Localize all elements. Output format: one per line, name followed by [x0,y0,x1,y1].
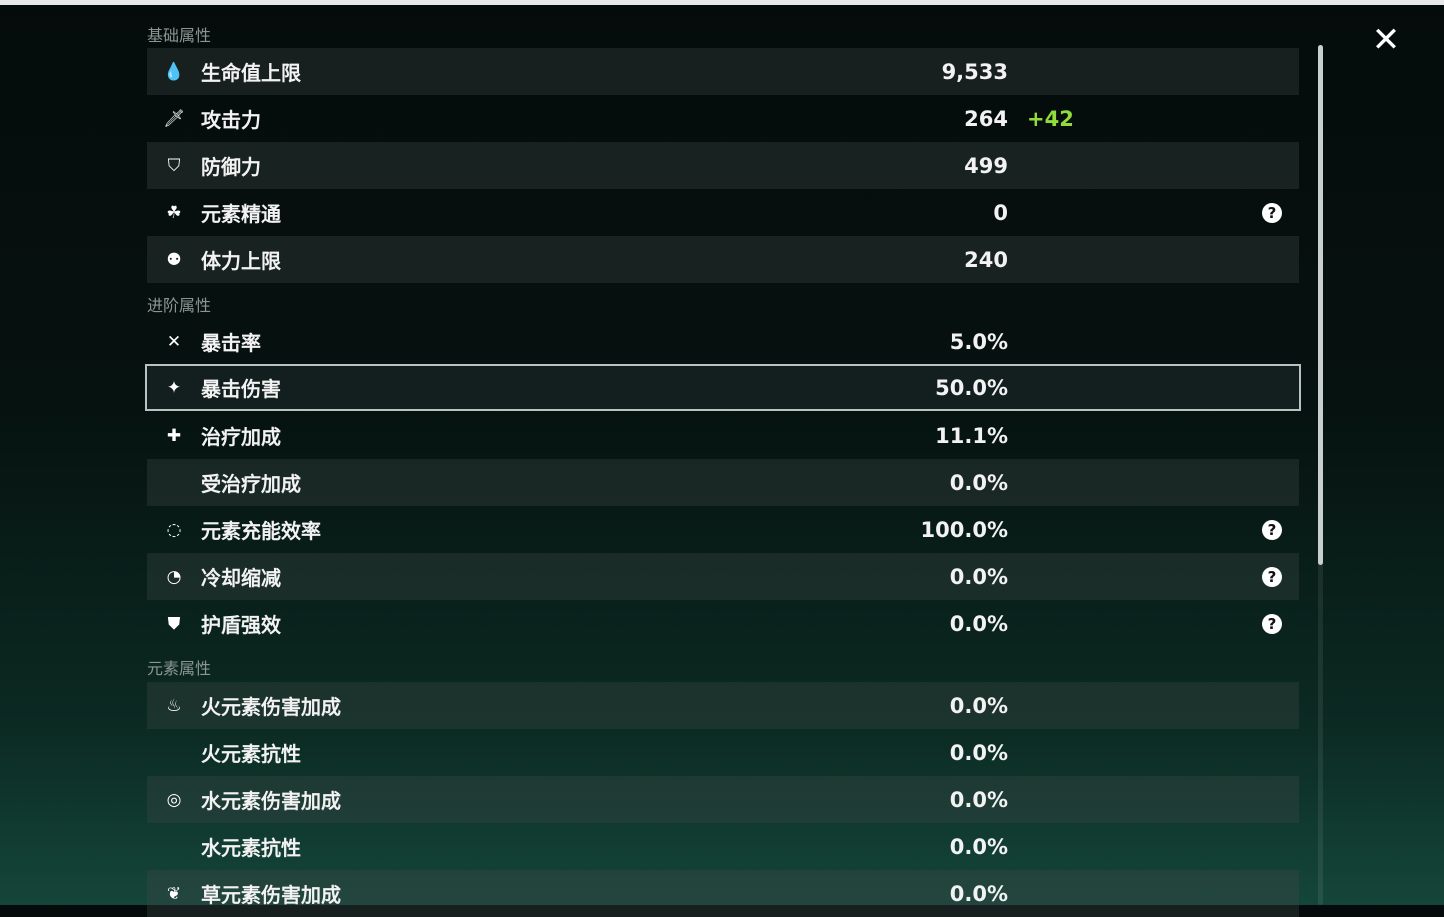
stamina-icon: ⚉ [166,249,182,270]
stat-bonus: +42 [1027,106,1074,131]
stat-value: 0.0% [949,834,1008,859]
stat-label: 水元素抗性 [201,836,301,860]
close-button[interactable]: ✕ [1368,20,1404,60]
stat-row[interactable]: ◔ 冷却缩减 0.0%? [147,553,1299,600]
stat-row[interactable]: ⚉ 体力上限 240 [147,236,1299,283]
stat-value: 0.0% [949,693,1008,718]
stat-value: 240 [964,247,1008,272]
stat-value: 11.1% [935,423,1008,448]
stat-row[interactable]: ☘ 元素精通 0? [147,189,1299,236]
section-header: 元素属性 [147,659,212,678]
stat-row[interactable]: 水元素抗性 0.0% [147,823,1299,870]
stat-row[interactable]: ✚ 治疗加成 11.1% [147,412,1299,459]
crit-dmg-icon: ✦ [166,377,182,398]
stat-row[interactable]: 💧 生命值上限 9,533 [147,48,1299,95]
stat-label: 攻击力 [201,108,261,132]
pyro-icon: ♨ [166,695,182,716]
stat-row[interactable]: ⛉ 防御力 499 [147,142,1299,189]
help-icon[interactable]: ? [1262,613,1282,634]
stat-label: 元素充能效率 [201,519,321,543]
help-icon[interactable]: ? [1262,519,1282,540]
sword-icon: 🗡 [163,108,185,129]
stat-value: 0.0% [949,470,1008,495]
stat-row[interactable]: ❦ 草元素伤害加成 0.0% [147,870,1299,917]
stat-value: 9,533 [941,59,1008,84]
stat-label: 治疗加成 [201,425,281,449]
stat-label: 火元素抗性 [201,742,301,766]
stat-row[interactable]: ♨ 火元素伤害加成 0.0% [147,682,1299,729]
stat-value: 0.0% [949,611,1008,636]
section-header: 基础属性 [147,26,212,45]
stat-row[interactable]: ✦ 暴击伤害 50.0% [145,364,1301,411]
help-icon[interactable]: ? [1262,202,1282,223]
stat-value: 0.0% [949,787,1008,812]
help-icon[interactable]: ? [1262,566,1282,587]
stat-row[interactable]: 🗡 攻击力 264 +42 [147,95,1299,142]
dendro-icon: ❦ [166,883,182,904]
stat-label: 受治疗加成 [201,472,301,496]
stat-label: 水元素伤害加成 [201,789,341,813]
stat-value: 264 [964,106,1008,131]
shield-icon: ⛉ [167,155,181,176]
crit-rate-icon: ✕ [166,331,182,352]
stat-value: 0.0% [949,740,1008,765]
stat-value: 100.0% [920,517,1008,542]
stat-row[interactable]: 受治疗加成 0.0% [147,459,1299,506]
stat-label: 暴击率 [201,331,261,355]
section-header: 进阶属性 [147,296,212,315]
stat-label: 火元素伤害加成 [201,695,341,719]
stat-row[interactable]: 火元素抗性 0.0% [147,729,1299,776]
elemental-mastery-icon: ☘ [166,202,182,223]
stat-label: 体力上限 [201,249,281,273]
stat-value: 499 [964,153,1008,178]
stat-label: 暴击伤害 [201,377,281,401]
stat-label: 生命值上限 [201,61,301,85]
stat-value: 0.0% [949,564,1008,589]
healing-icon: ✚ [166,425,182,446]
stat-row[interactable]: ✕ 暴击率 5.0% [147,318,1299,365]
close-icon: ✕ [1371,20,1401,60]
window-top-bar [0,0,1444,5]
stat-value: 5.0% [949,329,1008,354]
shield-strength-icon: ⛊ [167,613,181,634]
energy-recharge-icon: ◌ [166,519,182,540]
hydro-icon: ◎ [166,789,182,810]
stat-label: 防御力 [201,155,261,179]
stat-row[interactable]: ◌ 元素充能效率 100.0%? [147,506,1299,553]
stat-value: 0.0% [949,881,1008,906]
scrollbar[interactable] [1318,45,1323,905]
stat-row[interactable]: ◎ 水元素伤害加成 0.0% [147,776,1299,823]
stat-label: 草元素伤害加成 [201,883,341,907]
cooldown-icon: ◔ [166,566,182,587]
stat-value: 0 [993,200,1008,225]
stat-label: 元素精通 [201,202,281,226]
stat-label: 冷却缩减 [201,566,281,590]
scrollbar-thumb[interactable] [1318,45,1323,565]
stat-value: 50.0% [935,375,1008,400]
stat-row[interactable]: ⛊ 护盾强效 0.0%? [147,600,1299,647]
hp-drop-icon: 💧 [163,61,185,82]
stat-label: 护盾强效 [201,613,281,637]
